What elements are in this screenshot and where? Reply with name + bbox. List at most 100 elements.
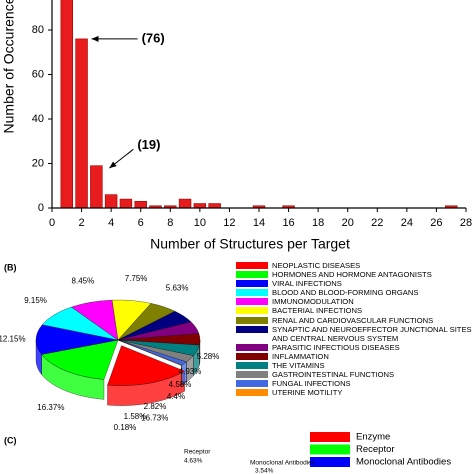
x-tick-label: 26 <box>430 217 442 229</box>
bar <box>60 0 74 209</box>
x-tick-label: 14 <box>253 217 265 229</box>
pie-slice <box>107 345 185 386</box>
legend-label: Enzyme <box>356 432 390 443</box>
value-label: 9.15% <box>24 296 47 305</box>
legend-item: HORMONES AND HORMONE ANTAGONISTS <box>236 270 474 279</box>
y-tick-label: 60 <box>32 68 44 80</box>
legend-swatch <box>236 298 268 306</box>
legend-label: BLOOD AND BLOOD-FORMING ORGANS <box>272 288 419 298</box>
value-label: 4.4% <box>167 392 185 401</box>
x-tick-label: 2 <box>79 217 85 229</box>
y-tick-label: 0 <box>38 202 44 214</box>
bar <box>75 38 88 209</box>
value-label: 12.15% <box>0 334 26 343</box>
value-label: 1.58% <box>124 412 147 421</box>
legend-swatch <box>236 280 268 288</box>
pie-slice <box>41 339 119 380</box>
legend-label: Receptor <box>356 444 395 455</box>
legend-item: GASTROINTESTINAL FUNCTIONS <box>236 370 474 379</box>
annotation-arrow <box>109 148 134 169</box>
x-tick-label: 20 <box>342 217 354 229</box>
legend-label: Monoclonal Antibodies <box>356 457 451 468</box>
legend-swatch <box>236 352 268 360</box>
bar <box>119 198 133 209</box>
pie-annotation: Receptor <box>184 449 211 456</box>
legend-swatch <box>236 271 268 279</box>
legend-item: VIRAL INFECTIONS <box>236 279 474 288</box>
annotation: (19) <box>137 137 160 152</box>
annotation: (76) <box>142 30 165 45</box>
legend-label: INFLAMMATION <box>272 351 329 361</box>
pie-slice <box>117 339 183 366</box>
legend-swatch <box>236 325 268 333</box>
legend-label: IMMUNOMODULATION <box>272 297 354 307</box>
legend-item: PARASITIC INFECTIOUS DISEASES <box>236 343 474 352</box>
panel-label: (B) <box>4 262 17 272</box>
x-tick-label: 28 <box>460 217 472 229</box>
legend-label: NEOPLASTIC DISEASES <box>272 261 361 270</box>
value-label: 16.37% <box>37 403 64 412</box>
bar <box>193 203 207 209</box>
y-tick-label: 20 <box>32 157 44 169</box>
y-tick-label: 40 <box>32 113 44 125</box>
pie-annotation: 3.54% <box>255 468 274 474</box>
legend-item: FUNGAL INFECTIONS <box>236 379 474 388</box>
legend-label: BACTERIAL INFECTIONS <box>272 306 363 316</box>
legend-label: GASTROINTESTINAL FUNCTIONS <box>272 370 395 380</box>
bar <box>90 165 103 209</box>
legend-swatch <box>236 289 268 297</box>
bar <box>104 194 118 209</box>
legend-swatch <box>236 371 268 379</box>
x-tick-label: 0 <box>49 217 55 229</box>
bar <box>208 203 221 209</box>
legend-item: SYNAPTIC AND NEUROEFFECTOR JUNCTIONAL SI… <box>236 325 474 343</box>
legend-swatch <box>236 389 268 397</box>
legend-label: PARASITIC INFECTIOUS DISEASES <box>272 342 400 352</box>
legend-swatch <box>236 316 268 324</box>
legend-swatch <box>310 457 350 467</box>
x-tick-label: 22 <box>371 217 383 229</box>
value-label: 8.45% <box>72 277 95 286</box>
legend-item: UTERINE MOTILITY <box>236 388 474 397</box>
legend-label: VIRAL INFECTIONS <box>272 279 342 289</box>
legend-swatch <box>236 262 268 269</box>
value-label: 5.63% <box>166 284 189 293</box>
legend-item: IMMUNOMODULATION <box>236 297 474 306</box>
legend-item: BACTERIAL INFECTIONS <box>236 306 474 315</box>
value-label: 2.82% <box>144 402 167 411</box>
legend-swatch <box>310 432 350 442</box>
x-tick-label: 24 <box>401 217 413 229</box>
legend: NEOPLASTIC DISEASES HORMONES AND HORMONE … <box>236 261 474 397</box>
legend-item: INFLAMMATION <box>236 352 474 361</box>
x-tick-label: 12 <box>223 217 235 229</box>
value-label: 4.93% <box>179 367 202 376</box>
value-label: 0.18% <box>114 423 137 432</box>
x-tick-label: 4 <box>108 217 114 229</box>
legend-swatch <box>310 444 350 455</box>
legend-item: RENAL AND CARDIOVASCULAR FUNCTIONS <box>236 316 474 325</box>
legend-swatch <box>236 307 268 315</box>
pie-slice <box>35 324 119 355</box>
x-tick-label: 10 <box>194 217 206 229</box>
pie-annotation: 4.63% <box>184 458 203 465</box>
x-tick-label: 16 <box>282 217 294 229</box>
y-tick-label: 80 <box>32 24 44 36</box>
pie-sides <box>35 339 201 406</box>
value-label: 5.28% <box>197 352 220 361</box>
legend-label: HORMONES AND HORMONE ANTAGONISTS <box>272 270 432 280</box>
legend-swatch <box>236 343 268 351</box>
legend-label: FUNGAL INFECTIONS <box>272 379 351 389</box>
value-label: 7.75% <box>125 274 148 283</box>
legend-item: NEOPLASTIC DISEASES <box>236 261 474 270</box>
y-axis-label: Number of Occurence <box>1 0 17 133</box>
legend-item: THE VITAMINS <box>236 361 474 370</box>
panel-label: (C) <box>4 435 17 445</box>
legend-label: THE VITAMINS <box>272 361 325 371</box>
bar <box>178 198 192 209</box>
x-tick-label: 8 <box>167 217 173 229</box>
legend-swatch <box>236 362 268 370</box>
value-label: 4.58% <box>169 380 192 389</box>
legend-label: SYNAPTIC AND NEUROEFFECTOR JUNCTIONAL SI… <box>272 324 472 343</box>
